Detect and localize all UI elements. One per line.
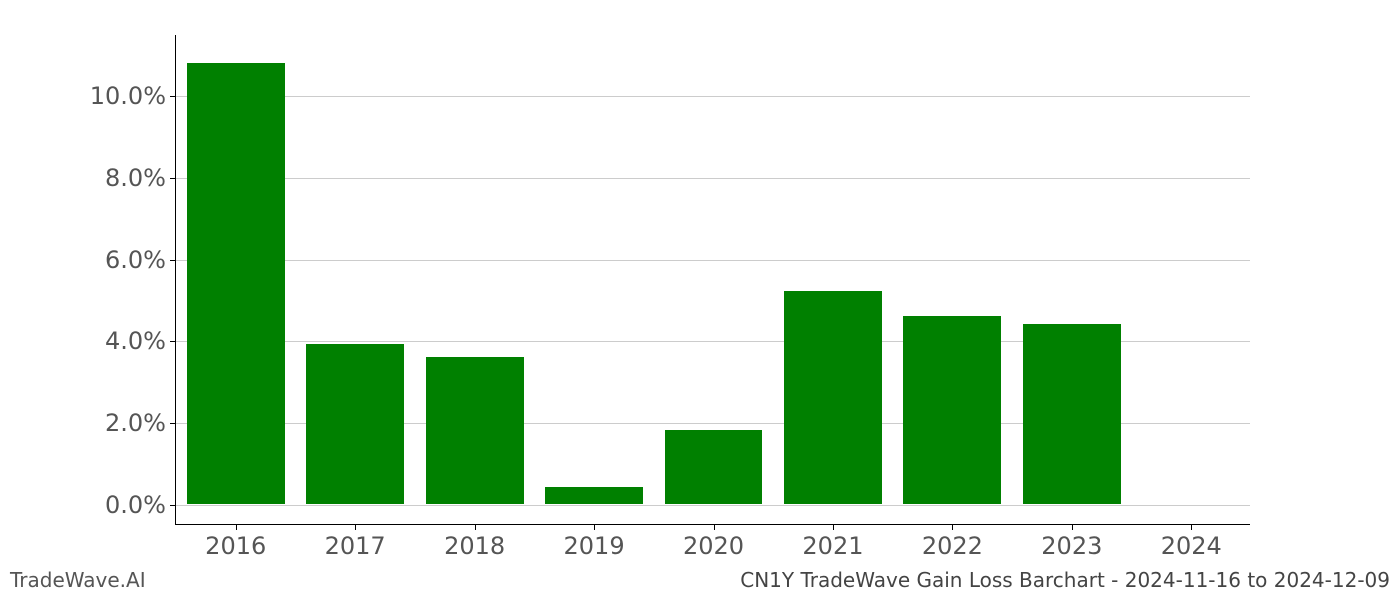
ytick-mark [170, 178, 176, 179]
gridline [176, 260, 1250, 261]
gridline [176, 96, 1250, 97]
gridline [176, 178, 1250, 179]
ytick-mark [170, 505, 176, 506]
ytick-label: 2.0% [105, 409, 166, 437]
bar [784, 291, 882, 503]
xtick-label: 2021 [802, 532, 863, 560]
caption-text: CN1Y TradeWave Gain Loss Barchart - 2024… [740, 568, 1390, 592]
xtick-mark [1191, 524, 1192, 530]
watermark-text: TradeWave.AI [10, 568, 146, 592]
ytick-label: 6.0% [105, 246, 166, 274]
xtick-label: 2017 [325, 532, 386, 560]
xtick-label: 2020 [683, 532, 744, 560]
bar [306, 344, 404, 503]
xtick-mark [475, 524, 476, 530]
ytick-mark [170, 341, 176, 342]
ytick-mark [170, 260, 176, 261]
xtick-label: 2024 [1161, 532, 1222, 560]
xtick-mark [355, 524, 356, 530]
xtick-mark [1072, 524, 1073, 530]
plot-area: 0.0%2.0%4.0%6.0%8.0%10.0%201620172018201… [175, 35, 1250, 525]
bar [426, 357, 524, 504]
bar [1023, 324, 1121, 504]
xtick-mark [833, 524, 834, 530]
xtick-label: 2022 [922, 532, 983, 560]
xtick-mark [236, 524, 237, 530]
xtick-mark [714, 524, 715, 530]
ytick-mark [170, 423, 176, 424]
xtick-label: 2023 [1041, 532, 1102, 560]
ytick-label: 10.0% [90, 82, 166, 110]
bar [665, 430, 763, 504]
ytick-label: 0.0% [105, 491, 166, 519]
xtick-label: 2019 [564, 532, 625, 560]
bar [903, 316, 1001, 504]
gridline [176, 505, 1250, 506]
xtick-mark [594, 524, 595, 530]
xtick-label: 2018 [444, 532, 505, 560]
bar [187, 63, 285, 504]
ytick-label: 8.0% [105, 164, 166, 192]
xtick-mark [952, 524, 953, 530]
bar [545, 487, 643, 503]
chart-container: 0.0% 2.0% 4.0% 6.0% 8.0% 10.0% 2016 2017 2018 201… [0, 0, 1400, 600]
ytick-mark [170, 96, 176, 97]
ytick-label: 4.0% [105, 327, 166, 355]
xtick-label: 2016 [205, 532, 266, 560]
